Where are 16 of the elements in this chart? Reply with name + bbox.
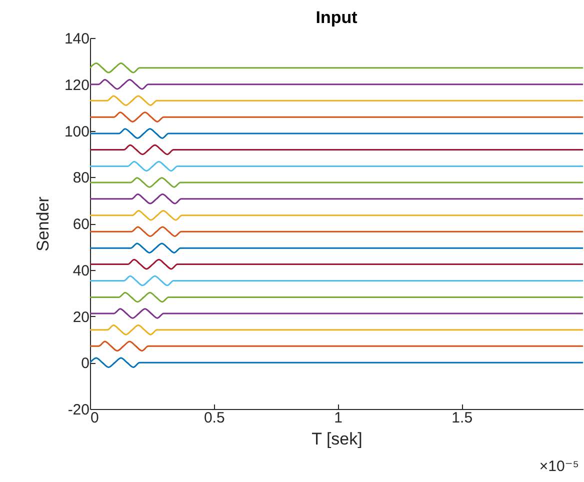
x-tick-label: 1.5	[452, 410, 473, 426]
chart-title: Input	[316, 8, 358, 27]
y-tick-label: 40	[72, 262, 90, 280]
y-tick-label: 20	[72, 308, 90, 326]
y-axis-title: Sender	[33, 196, 52, 252]
y-tick-label: -20	[68, 402, 90, 418]
x-axis-title: T [sek]	[312, 430, 362, 448]
y-tick-label: 100	[64, 123, 90, 140]
y-tick-label: 60	[72, 216, 90, 233]
y-tick-label: 0	[81, 355, 90, 372]
y-tick-label: 140	[64, 30, 90, 48]
x-tick-label: 0.5	[204, 410, 225, 426]
y-tick-label: 80	[72, 170, 90, 187]
y-tick-label: 120	[64, 76, 90, 94]
x-tick-label: 1	[334, 410, 342, 426]
text: ×10⁻⁵	[539, 458, 579, 475]
